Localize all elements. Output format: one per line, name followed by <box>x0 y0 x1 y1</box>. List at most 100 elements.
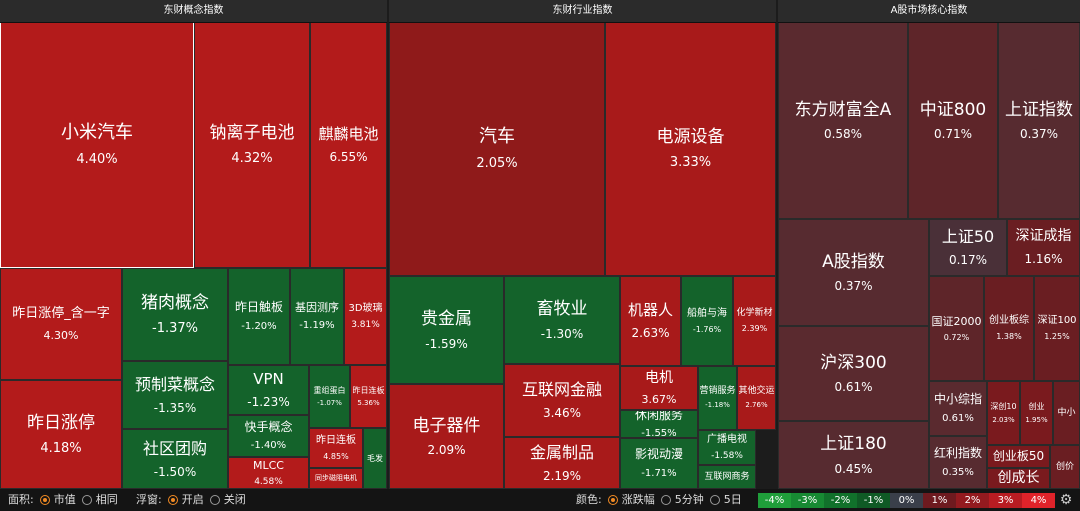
tile-k14[interactable]: 中小 <box>1053 381 1080 445</box>
tile-name: 电机 <box>645 369 673 386</box>
float-radio-on[interactable] <box>167 495 178 505</box>
tile-name: 船舶与海 <box>687 307 727 319</box>
tile-change: 2.63% <box>631 326 670 341</box>
tile-c14[interactable]: MLCC 4.58% <box>228 457 309 489</box>
panel-header-core: A股市场核心指数 <box>778 0 1080 23</box>
tile-c19[interactable]: 毛发 <box>363 428 387 489</box>
tile-name: 预制菜概念 <box>134 374 215 394</box>
tile-change: 2.39% <box>741 324 768 334</box>
tile-change: 0.35% <box>942 466 974 478</box>
tile-name: 同步磁阻电机 <box>315 474 357 483</box>
tile-k13[interactable]: 创业 1.95% <box>1020 381 1053 445</box>
tile-k6[interactable]: 深证成指 1.16% <box>1007 219 1080 276</box>
float-radio-off[interactable] <box>209 495 220 505</box>
tile-name: 创业板50 <box>992 449 1045 464</box>
tile-i14[interactable]: 广播电视 -1.58% <box>698 430 756 465</box>
tile-i11[interactable]: 营销服务 -1.18% <box>698 366 737 430</box>
tile-k1[interactable]: 东方财富全A 0.58% <box>778 22 908 219</box>
tile-c10[interactable]: 基因测序 -1.19% <box>290 268 344 365</box>
tile-c11[interactable]: 3D玻璃 3.81% <box>344 268 387 365</box>
color-radio-5day[interactable] <box>709 495 720 505</box>
tile-name: 深证成指 <box>1015 228 1072 245</box>
tile-i1[interactable]: 汽车 2.05% <box>389 22 605 276</box>
tile-change: 0.45% <box>834 461 873 476</box>
tile-change: -1.71% <box>641 467 677 479</box>
tile-k3[interactable]: 上证指数 0.37% <box>998 22 1080 219</box>
color-option-5min[interactable]: 5分钟 <box>674 493 704 506</box>
tile-change: 2.03% <box>992 415 1015 424</box>
tile-c17[interactable]: 昨日连板 4.85% <box>309 428 363 468</box>
tile-k4[interactable]: A股指数 0.37% <box>778 219 929 326</box>
area-option-marketcap[interactable]: 市值 <box>53 493 76 506</box>
tile-i13[interactable]: 休闲服务 -1.55% <box>620 410 698 438</box>
color-radio-change[interactable] <box>607 495 618 505</box>
color-option-change[interactable]: 涨跌幅 <box>621 493 655 506</box>
tile-i5[interactable]: 机器人 2.63% <box>620 276 681 366</box>
tile-name: 其他交运 <box>738 386 775 397</box>
tile-change: 0.58% <box>823 127 863 141</box>
tile-i16[interactable]: 影视动漫 -1.71% <box>620 438 698 489</box>
tile-k18[interactable]: 创成长 <box>987 468 1050 489</box>
tile-k19[interactable]: 创价 <box>1050 445 1080 489</box>
tile-c8[interactable]: 社区团购 -1.50% <box>122 429 228 489</box>
tile-c7[interactable]: 预制菜概念 -1.35% <box>122 361 228 429</box>
tile-i10[interactable]: 电机 3.67% <box>620 366 698 410</box>
tile-name: 昨日连板 <box>352 385 385 395</box>
tile-c9[interactable]: 昨日触板 -1.20% <box>228 268 290 365</box>
tile-k7[interactable]: 国证2000 0.72% <box>929 276 984 381</box>
tile-c15[interactable]: 重组蛋白 -1.07% <box>309 365 350 428</box>
area-radio-marketcap[interactable] <box>39 495 50 505</box>
tile-name: A股指数 <box>822 251 885 272</box>
tile-k8[interactable]: 创业板综 1.38% <box>984 276 1034 381</box>
tile-k17[interactable]: 创业板50 <box>987 445 1050 468</box>
tile-k16[interactable]: 红利指数 0.35% <box>929 436 987 489</box>
area-radio-equal[interactable] <box>81 495 92 505</box>
tile-c18[interactable]: 同步磁阻电机 <box>309 468 363 489</box>
tile-c12[interactable]: VPN -1.23% <box>228 365 309 415</box>
tile-name: 深证100 <box>1037 315 1077 327</box>
tile-i17[interactable]: 互联网商务 <box>698 465 756 489</box>
area-label: 面积: <box>8 493 34 506</box>
tile-c13[interactable]: 快手概念 -1.40% <box>228 415 309 457</box>
tile-change: 4.32% <box>231 151 273 167</box>
tile-c5[interactable]: 昨日涨停 4.18% <box>0 380 122 489</box>
tile-change: 0.61% <box>942 412 974 424</box>
tile-i7[interactable]: 化学新材 2.39% <box>733 276 776 366</box>
tile-name: 创成长 <box>997 470 1040 487</box>
tile-k11[interactable]: 中小综指 0.61% <box>929 381 987 436</box>
area-option-equal[interactable]: 相同 <box>95 493 118 506</box>
tile-name: 沪深300 <box>820 352 887 373</box>
tile-k10[interactable]: 沪深300 0.61% <box>778 326 929 421</box>
float-option-on[interactable]: 开启 <box>181 493 204 506</box>
tile-c3[interactable]: 麒麟电池 6.55% <box>310 22 387 268</box>
tile-k9[interactable]: 深证100 1.25% <box>1034 276 1080 381</box>
tile-change: -1.30% <box>540 326 584 341</box>
tile-c1[interactable]: 小米汽车 4.40% <box>0 22 194 268</box>
tile-k5[interactable]: 上证50 0.17% <box>929 219 1007 276</box>
tile-i6[interactable]: 船舶与海 -1.76% <box>681 276 733 366</box>
tile-change: 2.76% <box>745 401 768 410</box>
tile-i4[interactable]: 畜牧业 -1.30% <box>504 276 620 364</box>
tile-c2[interactable]: 钠离子电池 4.32% <box>194 22 310 268</box>
float-option-off[interactable]: 关闭 <box>223 493 246 506</box>
legend-swatch: 2% <box>956 493 989 508</box>
gear-icon[interactable]: ⚙ <box>1059 492 1073 508</box>
tile-k12[interactable]: 深创10 2.03% <box>987 381 1020 445</box>
tile-i8[interactable]: 电子器件 2.09% <box>389 384 504 489</box>
tile-i9[interactable]: 互联网金融 3.46% <box>504 364 620 437</box>
tile-change: 2.05% <box>476 156 518 171</box>
tile-i15[interactable]: 金属制品 2.19% <box>504 437 620 489</box>
tile-k2[interactable]: 中证800 0.71% <box>908 22 998 219</box>
legend-swatch: -3% <box>791 493 824 508</box>
tile-c6[interactable]: 猪肉概念 -1.37% <box>122 268 228 361</box>
tile-i2[interactable]: 电源设备 3.33% <box>605 22 776 276</box>
tile-c4[interactable]: 昨日涨停_含一字 4.30% <box>0 268 122 380</box>
color-option-5day[interactable]: 5日 <box>723 493 742 506</box>
color-group: 颜色: 涨跌幅 5分钟 5日 <box>576 489 742 511</box>
tile-i3[interactable]: 贵金属 -1.59% <box>389 276 504 384</box>
color-radio-5min[interactable] <box>660 495 671 505</box>
tile-k15[interactable]: 上证180 0.45% <box>778 421 929 489</box>
tile-i12[interactable]: 其他交运 2.76% <box>737 366 776 430</box>
tile-name: 昨日涨停 <box>27 412 95 433</box>
tile-c16[interactable]: 昨日连板 5.36% <box>350 365 387 428</box>
